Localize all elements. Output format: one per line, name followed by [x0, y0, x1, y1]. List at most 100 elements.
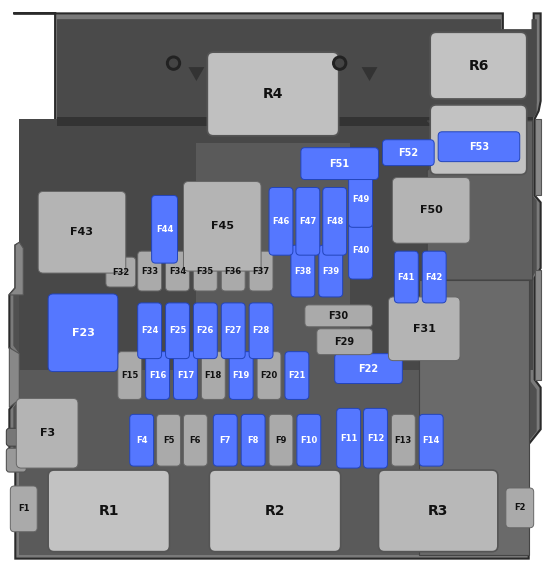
Text: F51: F51 — [329, 158, 350, 169]
Text: F16: F16 — [149, 371, 166, 380]
Text: F11: F11 — [340, 434, 358, 443]
FancyBboxPatch shape — [422, 251, 446, 303]
FancyBboxPatch shape — [349, 221, 372, 279]
FancyBboxPatch shape — [269, 188, 293, 255]
Polygon shape — [13, 19, 537, 555]
Text: F39: F39 — [322, 267, 339, 276]
Text: F44: F44 — [156, 225, 173, 234]
Text: F13: F13 — [395, 436, 412, 444]
FancyBboxPatch shape — [229, 352, 253, 399]
Text: F5: F5 — [163, 436, 174, 444]
Text: F23: F23 — [72, 328, 95, 337]
Text: F32: F32 — [112, 268, 129, 277]
Polygon shape — [535, 270, 541, 380]
FancyBboxPatch shape — [382, 140, 434, 166]
FancyBboxPatch shape — [210, 470, 340, 551]
Polygon shape — [19, 370, 525, 555]
FancyBboxPatch shape — [392, 177, 470, 243]
Text: F24: F24 — [141, 326, 158, 335]
Text: F52: F52 — [398, 148, 419, 158]
FancyBboxPatch shape — [138, 303, 162, 359]
FancyBboxPatch shape — [297, 414, 321, 466]
Polygon shape — [9, 348, 19, 407]
FancyBboxPatch shape — [130, 414, 153, 466]
FancyBboxPatch shape — [194, 251, 217, 291]
FancyBboxPatch shape — [419, 414, 443, 466]
Text: F53: F53 — [469, 142, 489, 152]
Text: F14: F14 — [422, 436, 440, 444]
FancyBboxPatch shape — [213, 414, 237, 466]
Text: F41: F41 — [398, 272, 415, 281]
FancyBboxPatch shape — [317, 329, 372, 355]
Text: R1: R1 — [98, 504, 119, 518]
Polygon shape — [57, 117, 533, 126]
Text: F7: F7 — [219, 436, 231, 444]
Text: F34: F34 — [169, 267, 186, 276]
FancyBboxPatch shape — [301, 148, 378, 180]
FancyBboxPatch shape — [207, 52, 339, 136]
Circle shape — [333, 56, 346, 70]
Text: F37: F37 — [252, 267, 270, 276]
Text: F45: F45 — [211, 221, 234, 231]
Polygon shape — [361, 67, 377, 81]
Text: F47: F47 — [299, 217, 316, 226]
FancyBboxPatch shape — [7, 428, 26, 446]
FancyBboxPatch shape — [138, 251, 162, 291]
Text: F29: F29 — [334, 337, 355, 347]
Text: F43: F43 — [70, 227, 94, 237]
FancyBboxPatch shape — [319, 245, 343, 297]
FancyBboxPatch shape — [323, 188, 346, 255]
Text: R2: R2 — [265, 504, 285, 518]
Text: F12: F12 — [367, 434, 384, 443]
Text: F19: F19 — [233, 371, 250, 380]
FancyBboxPatch shape — [152, 196, 178, 263]
Text: F33: F33 — [141, 267, 158, 276]
Text: R5: R5 — [468, 133, 489, 147]
Text: F4: F4 — [136, 436, 147, 444]
Text: F36: F36 — [224, 267, 242, 276]
Polygon shape — [427, 121, 533, 280]
Text: F18: F18 — [205, 371, 222, 380]
FancyBboxPatch shape — [48, 294, 118, 372]
Polygon shape — [9, 13, 541, 559]
Text: F8: F8 — [248, 436, 259, 444]
Polygon shape — [419, 280, 529, 555]
Polygon shape — [535, 119, 541, 196]
FancyBboxPatch shape — [506, 488, 534, 528]
Text: F31: F31 — [413, 324, 436, 334]
FancyBboxPatch shape — [249, 303, 273, 359]
FancyBboxPatch shape — [305, 305, 372, 327]
FancyBboxPatch shape — [388, 297, 460, 360]
FancyBboxPatch shape — [430, 105, 527, 174]
FancyBboxPatch shape — [201, 352, 225, 399]
FancyBboxPatch shape — [118, 352, 142, 399]
Text: F35: F35 — [197, 267, 214, 276]
Text: F25: F25 — [169, 326, 186, 335]
FancyBboxPatch shape — [257, 352, 281, 399]
Circle shape — [169, 59, 178, 67]
Text: F21: F21 — [288, 371, 306, 380]
FancyBboxPatch shape — [337, 408, 361, 468]
FancyBboxPatch shape — [38, 192, 126, 273]
Text: F38: F38 — [294, 267, 311, 276]
Polygon shape — [189, 67, 205, 81]
FancyBboxPatch shape — [146, 352, 169, 399]
Text: F40: F40 — [352, 246, 369, 255]
Text: F20: F20 — [260, 371, 278, 380]
FancyBboxPatch shape — [269, 414, 293, 466]
Text: R4: R4 — [263, 87, 283, 101]
FancyBboxPatch shape — [364, 408, 387, 468]
FancyBboxPatch shape — [335, 353, 403, 383]
Text: F1: F1 — [18, 505, 30, 513]
Polygon shape — [57, 19, 537, 119]
Text: F30: F30 — [328, 311, 349, 321]
Text: F49: F49 — [352, 195, 369, 204]
FancyBboxPatch shape — [10, 486, 37, 532]
Circle shape — [336, 59, 344, 67]
FancyBboxPatch shape — [184, 181, 261, 271]
Polygon shape — [19, 119, 533, 370]
FancyBboxPatch shape — [378, 470, 498, 551]
Text: F42: F42 — [426, 272, 443, 281]
FancyBboxPatch shape — [241, 414, 265, 466]
Text: R6: R6 — [468, 58, 488, 73]
